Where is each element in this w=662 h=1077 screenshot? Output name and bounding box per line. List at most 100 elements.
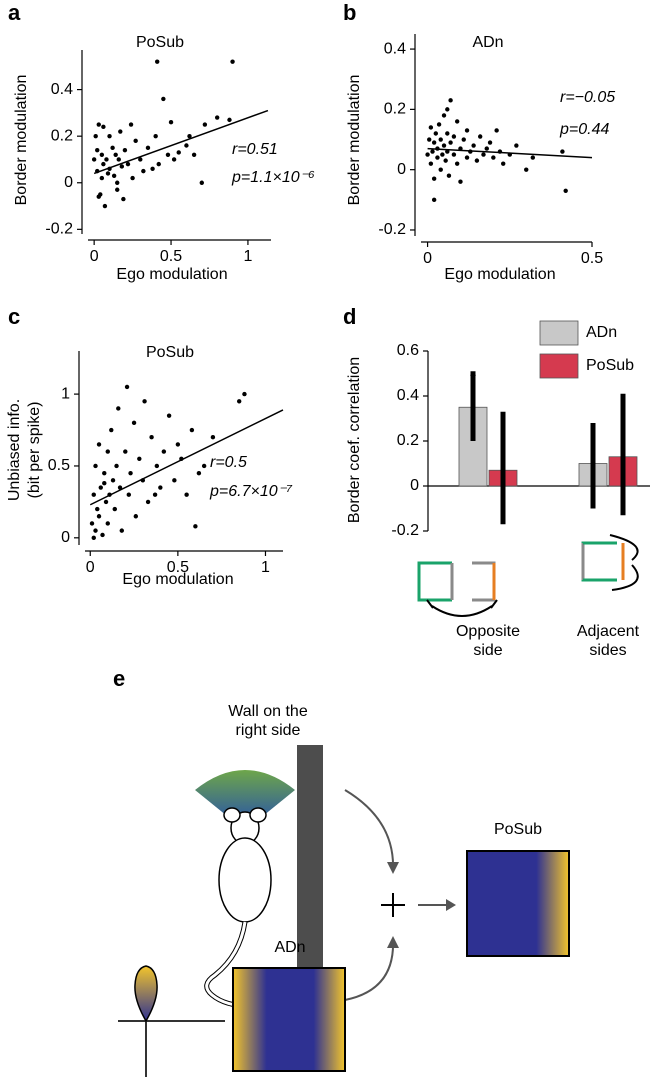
- data-point: [196, 470, 202, 476]
- legend-label: PoSub: [586, 357, 634, 374]
- data-point: [441, 143, 447, 148]
- diagram-label: PoSub: [494, 821, 542, 838]
- data-point: [168, 120, 174, 125]
- data-point: [137, 456, 142, 461]
- data-point: [514, 143, 519, 148]
- y-tick-label: 0.4: [384, 40, 406, 57]
- data-point: [451, 152, 457, 157]
- data-point: [111, 173, 117, 178]
- data-point: [89, 521, 95, 526]
- data-point: [438, 137, 443, 142]
- wall-label-box: Wall on the right side: [228, 703, 308, 739]
- panel-label: a: [8, 0, 21, 25]
- data-point: [101, 124, 106, 130]
- data-point: [155, 59, 160, 64]
- data-point: [454, 161, 460, 166]
- data-point: [242, 391, 247, 397]
- data-point: [431, 140, 437, 145]
- category-label-box: Adjacent sides: [577, 623, 639, 659]
- data-point: [448, 98, 453, 103]
- data-point: [431, 176, 437, 181]
- data-point: [116, 157, 121, 162]
- data-point: [91, 492, 96, 497]
- data-point: [152, 492, 158, 497]
- data-point: [199, 180, 204, 185]
- data-point: [191, 152, 197, 158]
- data-point: [96, 442, 102, 447]
- data-point: [107, 133, 112, 139]
- legend-label: ADn: [586, 324, 617, 341]
- data-point: [131, 420, 137, 426]
- data-point: [484, 146, 489, 151]
- data-point: [114, 463, 119, 469]
- data-point: [172, 478, 177, 483]
- data-point: [149, 435, 154, 440]
- data-point: [436, 122, 442, 127]
- data-point: [100, 532, 105, 538]
- data-point: [481, 152, 486, 157]
- data-point: [102, 481, 107, 486]
- data-point: [105, 171, 111, 176]
- data-point: [427, 137, 432, 142]
- data-point: [113, 152, 118, 158]
- data-point: [150, 166, 155, 171]
- data-point: [184, 143, 189, 148]
- x-tick-label: 0: [90, 248, 99, 265]
- data-point: [99, 175, 105, 181]
- data-point: [430, 149, 435, 154]
- data-point: [125, 161, 131, 167]
- data-point: [96, 514, 102, 519]
- y-tick-label: -0.2: [378, 221, 406, 238]
- data-point: [95, 147, 100, 153]
- x-tick-label: 0.5: [160, 248, 182, 265]
- data-point: [158, 485, 163, 490]
- data-point: [491, 155, 496, 160]
- data-point: [93, 133, 98, 139]
- y-tick-label: 0.4: [51, 81, 73, 98]
- fit-line: [89, 409, 284, 506]
- fit-line: [93, 109, 269, 175]
- panel-label: d: [343, 304, 356, 329]
- legend-swatch: [539, 353, 579, 379]
- data-point: [176, 150, 181, 155]
- y-tick-label: 0: [64, 174, 73, 191]
- data-point: [109, 427, 114, 433]
- data-point: [142, 399, 147, 404]
- data-point: [145, 499, 151, 505]
- y-tick-label: 0.2: [384, 101, 406, 118]
- data-point: [112, 506, 117, 512]
- data-point: [130, 175, 135, 181]
- y-axis-label: Border modulation: [346, 75, 363, 206]
- data-point: [115, 180, 120, 185]
- data-point: [101, 161, 106, 167]
- x-tick-label: 1: [243, 248, 252, 265]
- data-point: [128, 470, 133, 476]
- data-point: [95, 506, 100, 512]
- data-point: [156, 161, 161, 167]
- wall-label: Wall on the right side: [228, 703, 308, 739]
- data-point: [487, 140, 493, 145]
- annotation: p=1.1×10⁻⁶: [231, 169, 315, 186]
- x-axis-label: Ego modulation: [116, 266, 227, 283]
- data-point: [96, 122, 101, 127]
- data-point: [445, 131, 450, 136]
- y-axis-label: Border modulation: [13, 75, 30, 206]
- data-point: [128, 122, 134, 127]
- data-point: [145, 145, 151, 151]
- data-point: [154, 463, 160, 469]
- panel-label: b: [343, 0, 356, 25]
- x-axis-label: Ego modulation: [122, 571, 233, 588]
- y-tick-label: 0: [61, 529, 70, 546]
- data-point: [445, 107, 450, 112]
- data-point: [171, 157, 177, 162]
- fit-line: [427, 147, 593, 159]
- data-point: [448, 140, 453, 145]
- y-tick-label: 0: [410, 477, 419, 494]
- data-point: [116, 406, 121, 411]
- side-icon: [417, 534, 639, 617]
- data-point: [133, 514, 139, 519]
- y-tick-label: 0: [397, 161, 406, 178]
- x-tick-label: 0: [86, 559, 95, 576]
- y-tick-label: 0.2: [51, 127, 73, 144]
- data-point: [110, 478, 116, 483]
